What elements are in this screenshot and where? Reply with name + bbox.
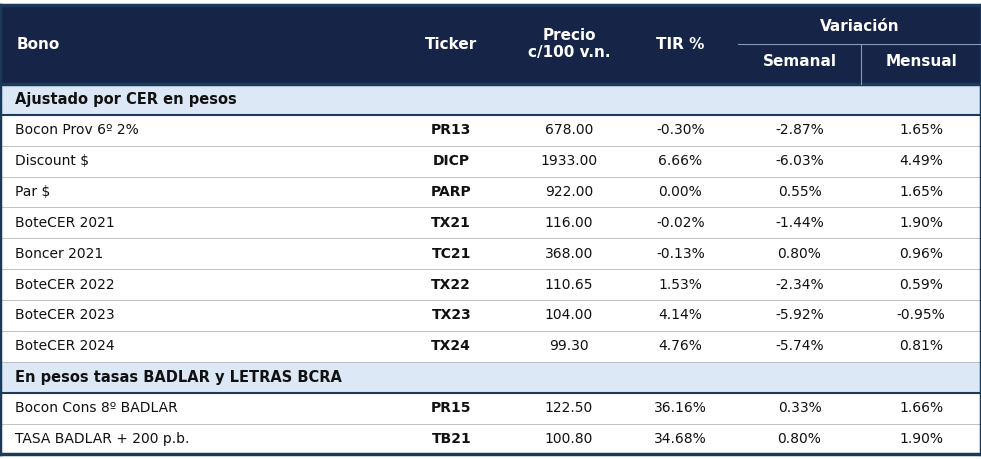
Text: TC21: TC21 <box>432 247 471 261</box>
Text: -5.74%: -5.74% <box>775 339 824 353</box>
Text: TX21: TX21 <box>432 216 471 230</box>
Text: TX22: TX22 <box>432 278 471 291</box>
Text: 122.50: 122.50 <box>544 401 594 415</box>
Text: 0.55%: 0.55% <box>778 185 821 199</box>
Bar <box>0 5 981 84</box>
Text: 0.59%: 0.59% <box>900 278 943 291</box>
Text: 116.00: 116.00 <box>544 216 594 230</box>
Text: 368.00: 368.00 <box>544 247 594 261</box>
Bar <box>0 362 981 392</box>
Text: PARP: PARP <box>431 185 472 199</box>
Text: 1.65%: 1.65% <box>900 185 943 199</box>
Text: 1.65%: 1.65% <box>900 123 943 137</box>
Bar <box>0 424 981 454</box>
Text: 922.00: 922.00 <box>544 185 594 199</box>
Text: Bocon Prov 6º 2%: Bocon Prov 6º 2% <box>15 123 138 137</box>
Text: -0.30%: -0.30% <box>656 123 704 137</box>
Bar <box>0 269 981 300</box>
Text: 36.16%: 36.16% <box>654 401 706 415</box>
Text: Boncer 2021: Boncer 2021 <box>15 247 103 261</box>
Text: 4.14%: 4.14% <box>658 308 702 323</box>
Text: En pesos tasas BADLAR y LETRAS BCRA: En pesos tasas BADLAR y LETRAS BCRA <box>15 369 341 385</box>
Bar <box>0 207 981 238</box>
Text: 6.66%: 6.66% <box>658 154 702 168</box>
Text: -2.87%: -2.87% <box>775 123 824 137</box>
Text: PR15: PR15 <box>431 401 472 415</box>
Text: 0.80%: 0.80% <box>778 432 821 446</box>
Bar <box>0 392 981 424</box>
Bar <box>0 115 981 146</box>
Text: Semanal: Semanal <box>762 54 837 69</box>
Text: PR13: PR13 <box>431 123 472 137</box>
Text: Bocon Cons 8º BADLAR: Bocon Cons 8º BADLAR <box>15 401 178 415</box>
Text: BoteCER 2024: BoteCER 2024 <box>15 339 115 353</box>
Text: Precio
c/100 v.n.: Precio c/100 v.n. <box>528 28 610 61</box>
Bar <box>0 331 981 362</box>
Bar <box>0 146 981 177</box>
Text: TIR %: TIR % <box>656 37 704 52</box>
Text: 4.76%: 4.76% <box>658 339 702 353</box>
Text: -0.95%: -0.95% <box>897 308 946 323</box>
Text: BoteCER 2023: BoteCER 2023 <box>15 308 115 323</box>
Text: -6.03%: -6.03% <box>775 154 824 168</box>
Text: -1.44%: -1.44% <box>775 216 824 230</box>
Text: 110.65: 110.65 <box>544 278 594 291</box>
Text: TB21: TB21 <box>432 432 471 446</box>
Bar <box>0 177 981 207</box>
Text: -2.34%: -2.34% <box>775 278 824 291</box>
Text: Par $: Par $ <box>15 185 50 199</box>
Text: 0.96%: 0.96% <box>900 247 943 261</box>
Text: Mensual: Mensual <box>885 54 957 69</box>
Text: TASA BADLAR + 200 p.b.: TASA BADLAR + 200 p.b. <box>15 432 189 446</box>
Text: Variación: Variación <box>819 19 900 34</box>
Text: 99.30: 99.30 <box>549 339 589 353</box>
Text: 1.53%: 1.53% <box>658 278 702 291</box>
Bar <box>0 84 981 115</box>
Text: -5.92%: -5.92% <box>775 308 824 323</box>
Text: DICP: DICP <box>433 154 470 168</box>
Text: TX23: TX23 <box>432 308 471 323</box>
Bar <box>0 238 981 269</box>
Text: Ticker: Ticker <box>425 37 478 52</box>
Text: -0.02%: -0.02% <box>656 216 704 230</box>
Text: 1.90%: 1.90% <box>900 432 943 446</box>
Text: 4.49%: 4.49% <box>900 154 943 168</box>
Text: BoteCER 2022: BoteCER 2022 <box>15 278 115 291</box>
Text: 104.00: 104.00 <box>544 308 594 323</box>
Text: Discount $: Discount $ <box>15 154 89 168</box>
Text: 34.68%: 34.68% <box>654 432 706 446</box>
Text: Bono: Bono <box>17 37 60 52</box>
Text: 100.80: 100.80 <box>544 432 594 446</box>
Text: 1.90%: 1.90% <box>900 216 943 230</box>
Text: TX24: TX24 <box>432 339 471 353</box>
Text: 0.00%: 0.00% <box>658 185 702 199</box>
Text: BoteCER 2021: BoteCER 2021 <box>15 216 115 230</box>
Text: 0.33%: 0.33% <box>778 401 821 415</box>
Text: Ajustado por CER en pesos: Ajustado por CER en pesos <box>15 92 236 107</box>
Text: 0.81%: 0.81% <box>900 339 943 353</box>
Bar <box>0 300 981 331</box>
Text: 1.66%: 1.66% <box>900 401 943 415</box>
Text: 678.00: 678.00 <box>544 123 594 137</box>
Text: -0.13%: -0.13% <box>656 247 704 261</box>
Text: 1933.00: 1933.00 <box>541 154 597 168</box>
Text: 0.80%: 0.80% <box>778 247 821 261</box>
